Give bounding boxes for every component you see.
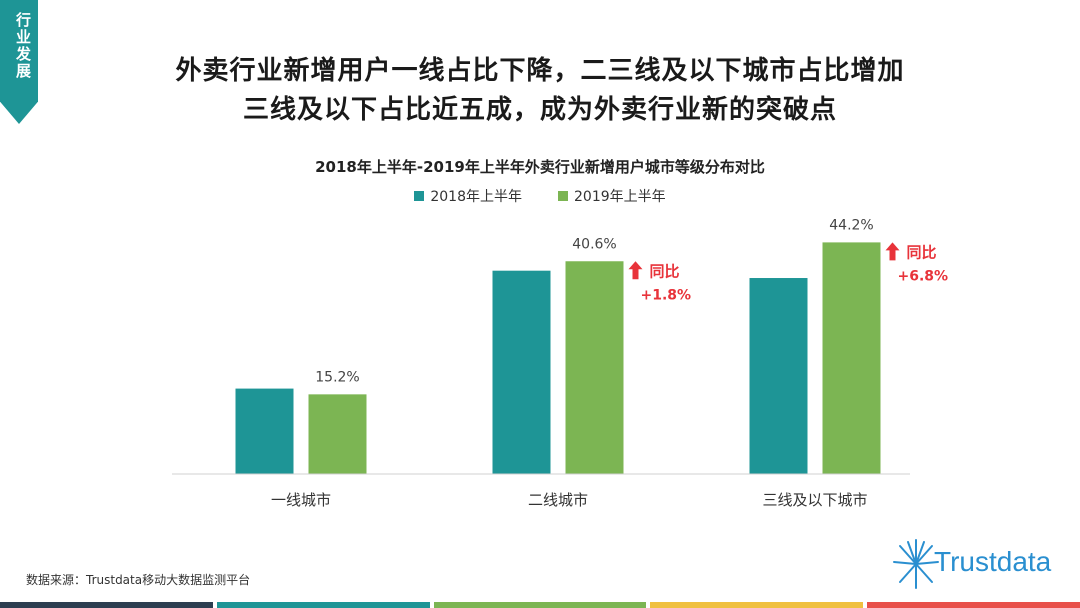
bottom-bar-segment xyxy=(867,602,1080,608)
bar-2019-2 xyxy=(565,261,624,474)
category-label-3: 三线及以下城市 xyxy=(762,491,867,509)
legend-label-2019: 2019年上半年 xyxy=(574,189,666,205)
logo-text: Trustdata xyxy=(934,546,1052,577)
burst-icon xyxy=(893,539,939,589)
category-label-2: 二线城市 xyxy=(528,491,588,509)
bar-2019-3 xyxy=(822,242,881,474)
legend-swatch-2019 xyxy=(558,191,568,201)
chart-title: 2018年上半年-2019年上半年外卖行业新增用户城市等级分布对比 xyxy=(315,158,765,176)
bar-2018-2 xyxy=(492,270,551,474)
yoy-annotation-1: 同比 +1.8% xyxy=(628,261,692,303)
legend-label-2018: 2018年上半年 xyxy=(430,189,522,205)
section-tab: 行业发展 xyxy=(0,0,38,124)
bottom-bar-segment xyxy=(433,602,647,608)
section-tab-label: 行业发展 xyxy=(14,12,32,80)
yoy-value: +6.8% xyxy=(898,268,949,284)
bottom-bar-segment xyxy=(216,602,430,608)
up-arrow-icon xyxy=(628,261,643,280)
bottom-bar-segment xyxy=(650,602,864,608)
legend-item-2018: 2018年上半年 xyxy=(414,186,522,206)
legend-swatch-2018 xyxy=(414,191,425,201)
category-label-1: 一线城市 xyxy=(271,491,331,509)
yoy-value: +1.8% xyxy=(641,287,692,303)
headline-line-2: 三线及以下占比近五成，成为外卖行业新的突破点 xyxy=(242,95,837,125)
data-label-2: 40.6% xyxy=(572,236,616,252)
data-label-1: 15.2% xyxy=(315,369,359,385)
data-source: 数据来源：Trustdata移动大数据监测平台 xyxy=(26,573,251,587)
legend-item-2019: 2019年上半年 xyxy=(558,186,666,206)
bottom-color-bar xyxy=(0,602,1080,608)
bar-2018-1 xyxy=(235,388,294,474)
up-arrow-icon xyxy=(885,242,900,261)
headline-line-1: 外卖行业新增用户一线占比下降，二三线及以下城市占比增加 xyxy=(175,56,905,86)
bottom-bar-segment xyxy=(0,602,213,608)
bar-2019-1 xyxy=(308,394,367,474)
bar-2018-3 xyxy=(749,278,808,474)
yoy-label: 同比 xyxy=(650,262,680,280)
yoy-label: 同比 xyxy=(907,243,937,261)
trustdata-logo: Trustdata xyxy=(892,536,1072,592)
data-label-3: 44.2% xyxy=(829,217,873,233)
chart-legend: 2018年上半年 2019年上半年 xyxy=(0,186,1080,206)
yoy-annotation-2: 同比 +6.8% xyxy=(885,242,949,284)
